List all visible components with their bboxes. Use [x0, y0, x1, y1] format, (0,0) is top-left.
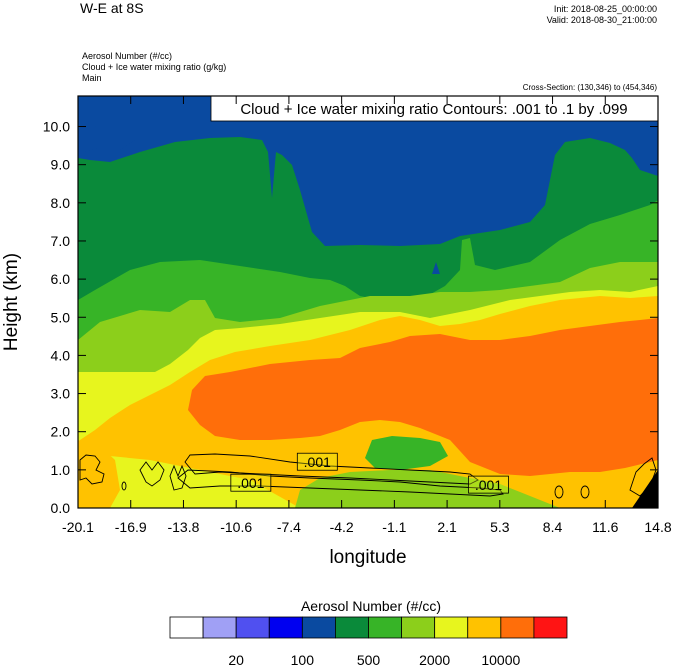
contour-labels: .001 .001 .001 — [230, 452, 509, 494]
field-label-aerosol: Aerosol Number (#/cc) — [82, 51, 172, 61]
colorbar: 20 100 500 2000 10000 — [169, 616, 568, 667]
x-tick-label: 2.1 — [437, 519, 457, 535]
contour-line-lower — [177, 469, 504, 497]
x-tick-label: -7.4 — [277, 519, 301, 535]
y-tick-label: 5.0 — [51, 309, 71, 325]
y-tick-label: 10.0 — [43, 119, 70, 135]
colorbar-swatch — [500, 616, 535, 639]
y-tick-label: 7.0 — [51, 233, 71, 249]
colorbar-swatch — [434, 616, 469, 639]
contour-label: .001 — [230, 473, 272, 492]
contour-label-box — [468, 475, 509, 494]
x-tick-label: -13.8 — [167, 519, 199, 535]
contour-label-text: .001 — [237, 475, 264, 491]
colorbar-swatch — [467, 616, 502, 639]
colorbar-label: 100 — [291, 652, 315, 667]
band-dark-orange — [188, 318, 658, 476]
pocket-light-green — [365, 436, 448, 470]
contour-loop-right-2 — [580, 485, 590, 499]
x-tick-label: -1.1 — [382, 519, 406, 535]
x-tick-label: 14.8 — [644, 519, 671, 535]
y-axis-label: Height (km) — [1, 253, 22, 351]
colorbar-label: 500 — [357, 652, 381, 667]
pocket-surface-orange — [78, 440, 120, 508]
contour-label-box — [296, 452, 338, 471]
contour-title: Cloud + Ice water mixing ratio Contours:… — [240, 101, 627, 118]
field-label-cloud-ice: Cloud + Ice water mixing ratio (g/kg) — [82, 62, 226, 72]
colorbar-swatch — [202, 616, 237, 639]
colorbar-swatch — [301, 616, 336, 639]
colorbar-swatch — [335, 616, 369, 639]
terrain-dark — [632, 470, 658, 508]
colorbar-swatch — [401, 616, 436, 639]
y-tick-label: 2.0 — [51, 424, 71, 440]
colorbar-label: 2000 — [419, 652, 450, 667]
contour-label-text: .001 — [304, 454, 331, 470]
x-tick-label: 5.3 — [490, 519, 510, 535]
y-tick-label: 8.0 — [51, 195, 71, 211]
x-tick-label: -16.9 — [115, 519, 147, 535]
y-tick-label: 4.0 — [51, 347, 71, 363]
contour-line-left — [79, 454, 105, 485]
colorbar-swatch — [368, 616, 402, 639]
y-tick-label: 3.0 — [51, 386, 71, 402]
y-tick-label: 9.0 — [51, 157, 71, 173]
contour-wiggle-mid — [169, 464, 187, 491]
blue-streak-left — [83, 125, 135, 152]
contour-label-box — [230, 473, 272, 492]
contour-label-text: .001 — [475, 477, 502, 493]
plot-frame — [77, 95, 659, 509]
x-tick-label: 8.4 — [543, 519, 563, 535]
cross-section-label: Cross-Section: (130,346) to (454,346) — [523, 83, 658, 92]
chart-title: W-E at 8S — [80, 0, 144, 16]
blue-spot-center — [432, 262, 440, 274]
init-time: Init: 2018-08-25_00:00:00 — [554, 4, 657, 14]
y-tick-label: 6.0 — [51, 271, 71, 287]
colorbar-label: 10000 — [481, 652, 520, 667]
contour-loop-right-1 — [554, 485, 564, 499]
contour-wiggle-left — [139, 461, 165, 487]
y-tick-label: 0.0 — [51, 500, 71, 516]
contour-label: .001 — [296, 452, 338, 471]
x-tick-label: 11.6 — [592, 519, 618, 535]
x-axis: -20.1 -16.9 -13.8 -10.6 -7.4 -4.2 -1.1 2.1 5.3 8.… — [62, 96, 672, 535]
colorbar-swatch — [169, 616, 204, 639]
field-label-main: Main — [82, 73, 102, 83]
colorbar-swatch — [533, 616, 568, 639]
y-axis: 0.0 1.0 2.0 3.0 4.0 5.0 6.0 7.0 8.0 9.0 10.0 — [43, 119, 658, 516]
x-tick-label: -4.2 — [330, 519, 354, 535]
x-tick-label: -10.6 — [220, 519, 252, 535]
x-axis-label: longitude — [329, 547, 406, 568]
band-lower-lime — [295, 470, 560, 508]
contour-edge-right — [629, 457, 657, 497]
colorbar-swatch — [268, 616, 303, 639]
y-tick-label: 1.0 — [51, 462, 71, 478]
colorbar-title: Aerosol Number (#/cc) — [301, 598, 441, 614]
colorbar-swatch — [235, 616, 270, 639]
contour-loop-small — [121, 481, 127, 491]
contour-label: .001 — [468, 475, 509, 494]
valid-time: Valid: 2018-08-30_21:00:00 — [547, 15, 657, 25]
colorbar-label: 20 — [228, 652, 244, 667]
aerosol-shading — [78, 96, 658, 508]
x-tick-label: -20.1 — [62, 519, 94, 535]
